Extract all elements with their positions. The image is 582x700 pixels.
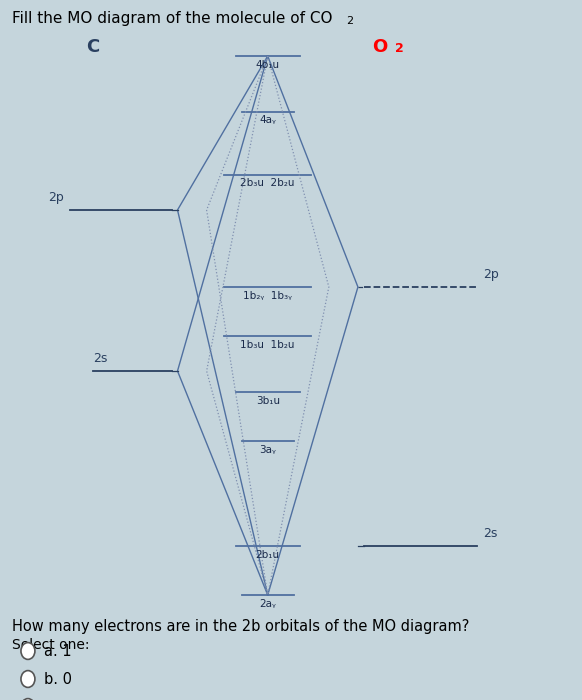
Text: Fill the MO diagram of the molecule of CO: Fill the MO diagram of the molecule of C… — [12, 10, 332, 25]
Text: 2p: 2p — [48, 191, 64, 204]
Text: 2: 2 — [346, 16, 353, 26]
Text: 2b₃u  2b₂u: 2b₃u 2b₂u — [240, 178, 295, 188]
Text: 3aᵧ: 3aᵧ — [260, 444, 276, 454]
Text: C: C — [87, 38, 100, 57]
Text: a. 1: a. 1 — [44, 643, 72, 659]
Text: 4aᵧ: 4aᵧ — [260, 116, 276, 125]
Text: O: O — [372, 38, 388, 57]
Text: 2aᵧ: 2aᵧ — [260, 598, 276, 608]
Circle shape — [21, 671, 35, 687]
Text: 2: 2 — [395, 42, 403, 55]
Text: 3b₁u: 3b₁u — [255, 395, 280, 405]
Text: 2b₁u: 2b₁u — [255, 550, 280, 559]
Circle shape — [21, 643, 35, 659]
Text: 4b₁u: 4b₁u — [255, 60, 280, 69]
Text: How many electrons are in the 2b orbitals of the MO diagram?: How many electrons are in the 2b orbital… — [12, 620, 469, 634]
Text: b. 0: b. 0 — [44, 671, 72, 687]
Text: 2p: 2p — [483, 268, 499, 281]
Text: 1b₃u  1b₂u: 1b₃u 1b₂u — [240, 340, 295, 349]
Text: 2s: 2s — [483, 527, 498, 540]
Text: Select one:: Select one: — [12, 638, 89, 652]
Text: 1b₂ᵧ  1b₃ᵧ: 1b₂ᵧ 1b₃ᵧ — [243, 290, 292, 300]
Text: 2s: 2s — [93, 352, 108, 365]
Circle shape — [21, 699, 35, 700]
